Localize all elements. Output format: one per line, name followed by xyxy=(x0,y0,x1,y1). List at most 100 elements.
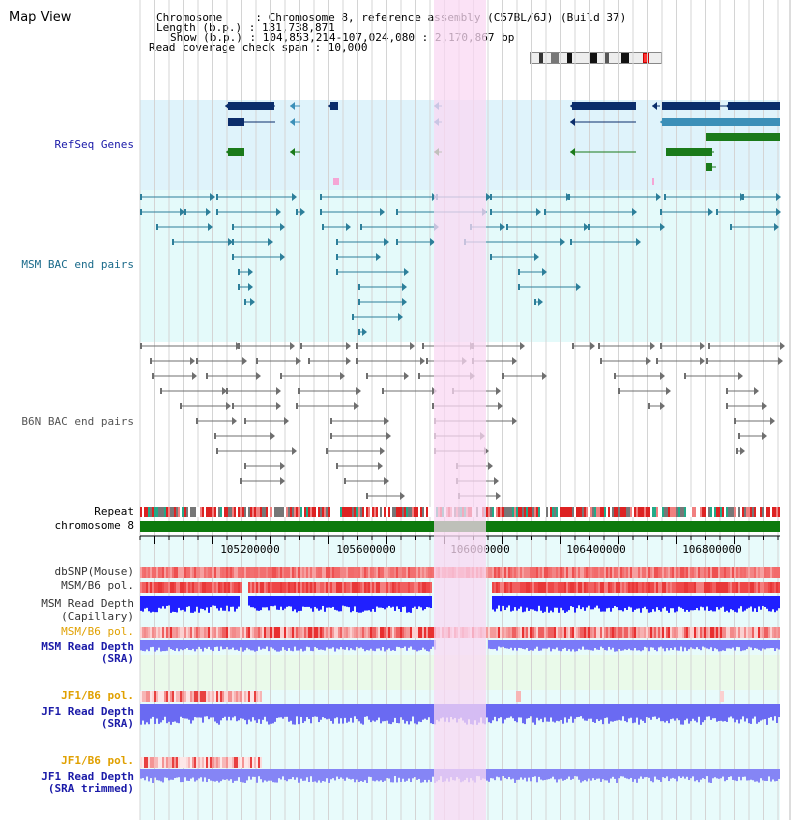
depth-bar xyxy=(534,640,536,649)
depth-bar xyxy=(430,704,432,724)
depth-bar xyxy=(554,704,556,723)
repeat-segment xyxy=(708,507,710,517)
depth-bar xyxy=(486,704,488,718)
depth-bar xyxy=(284,769,286,781)
pol-cell xyxy=(658,582,660,593)
repeat-segment xyxy=(176,507,178,517)
depth-bar xyxy=(552,596,554,613)
depth-bar xyxy=(164,769,166,778)
pol-cell xyxy=(186,582,188,593)
sra-trimmed-sublabel: (SRA trimmed) xyxy=(47,782,134,795)
pol-cell xyxy=(254,691,256,702)
bac-end xyxy=(738,433,740,439)
depth-bar xyxy=(494,769,496,781)
axis-tick-label: 106400000 xyxy=(566,543,626,556)
depth-bar xyxy=(182,704,184,719)
pol-cell xyxy=(174,582,176,593)
pol-cell xyxy=(186,567,188,578)
bac-end xyxy=(196,358,198,364)
depth-bar xyxy=(760,640,762,651)
pol-cell xyxy=(338,582,340,593)
depth-bar xyxy=(336,769,338,777)
depth-bar xyxy=(294,596,296,610)
ideogram-position-marker[interactable] xyxy=(643,53,649,63)
repeat-segment xyxy=(316,507,318,517)
depth-bar xyxy=(172,704,174,722)
depth-bar xyxy=(532,640,534,651)
depth-bar xyxy=(498,704,500,719)
pol-cell xyxy=(190,757,192,768)
depth-bar xyxy=(706,769,708,777)
repeat-segment xyxy=(346,507,348,517)
pol-cell xyxy=(164,757,166,768)
pol-cell xyxy=(300,567,302,578)
depth-bar xyxy=(250,640,252,651)
pol-cell xyxy=(708,582,710,593)
depth-bar xyxy=(770,596,772,612)
depth-bar xyxy=(412,596,414,608)
depth-bar xyxy=(190,640,192,651)
depth-bar xyxy=(192,769,194,778)
pol-cell xyxy=(614,627,616,638)
depth-bar xyxy=(608,769,610,783)
pol-cell xyxy=(664,567,666,578)
depth-bar xyxy=(776,640,778,649)
repeat-segment xyxy=(710,507,712,517)
depth-bar xyxy=(270,596,272,607)
pol-cell xyxy=(590,627,592,638)
pol-cell xyxy=(160,757,162,768)
depth-bar xyxy=(268,640,270,652)
depth-bar xyxy=(378,769,380,782)
depth-bar xyxy=(160,640,162,652)
repeat-segment xyxy=(734,507,736,517)
pol-cell xyxy=(220,582,222,593)
depth-bar xyxy=(692,704,694,719)
pol-cell xyxy=(732,627,734,638)
repeat-segment xyxy=(266,507,268,517)
depth-bar xyxy=(596,769,598,779)
repeat-segment xyxy=(240,507,242,517)
depth-bar xyxy=(228,769,230,781)
pol-cell xyxy=(590,582,592,593)
repeat-segment xyxy=(182,507,184,517)
depth-bar xyxy=(144,769,146,781)
pol-cell xyxy=(298,567,300,578)
depth-bar xyxy=(250,769,252,780)
pol-cell xyxy=(216,691,218,702)
depth-bar xyxy=(752,769,754,781)
repeat-segment xyxy=(676,507,678,517)
depth-bar xyxy=(756,596,758,613)
depth-bar xyxy=(688,769,690,781)
depth-bar xyxy=(300,596,302,611)
pol-cell xyxy=(206,691,208,702)
msm-bac-track[interactable] xyxy=(140,193,781,336)
depth-bar xyxy=(754,704,756,717)
pol-cell xyxy=(710,627,712,638)
pol-cell xyxy=(726,627,728,638)
depth-bar xyxy=(318,769,320,781)
depth-bar xyxy=(720,640,722,652)
depth-bar xyxy=(668,596,670,613)
polymorphism-tracks[interactable] xyxy=(140,567,780,768)
pol-cell xyxy=(350,627,352,638)
depth-bar xyxy=(652,704,654,717)
pol-cell xyxy=(230,567,232,578)
pol-cell xyxy=(246,757,248,768)
pol-cell xyxy=(510,627,512,638)
depth-bar xyxy=(182,640,184,651)
depth-bar xyxy=(520,596,522,607)
pol-cell xyxy=(704,582,706,593)
pol-cell xyxy=(652,582,654,593)
pol-cell xyxy=(524,567,526,578)
bac-end xyxy=(358,329,360,335)
depth-bar xyxy=(234,769,236,781)
highlight-region[interactable] xyxy=(434,0,486,820)
pol-cell xyxy=(274,582,276,593)
depth-bar xyxy=(224,704,226,717)
repeat-segment xyxy=(282,507,284,517)
pol-cell xyxy=(288,582,290,593)
repeat-track[interactable] xyxy=(140,507,780,517)
depth-bar xyxy=(416,640,418,652)
pol-cell xyxy=(264,627,266,638)
